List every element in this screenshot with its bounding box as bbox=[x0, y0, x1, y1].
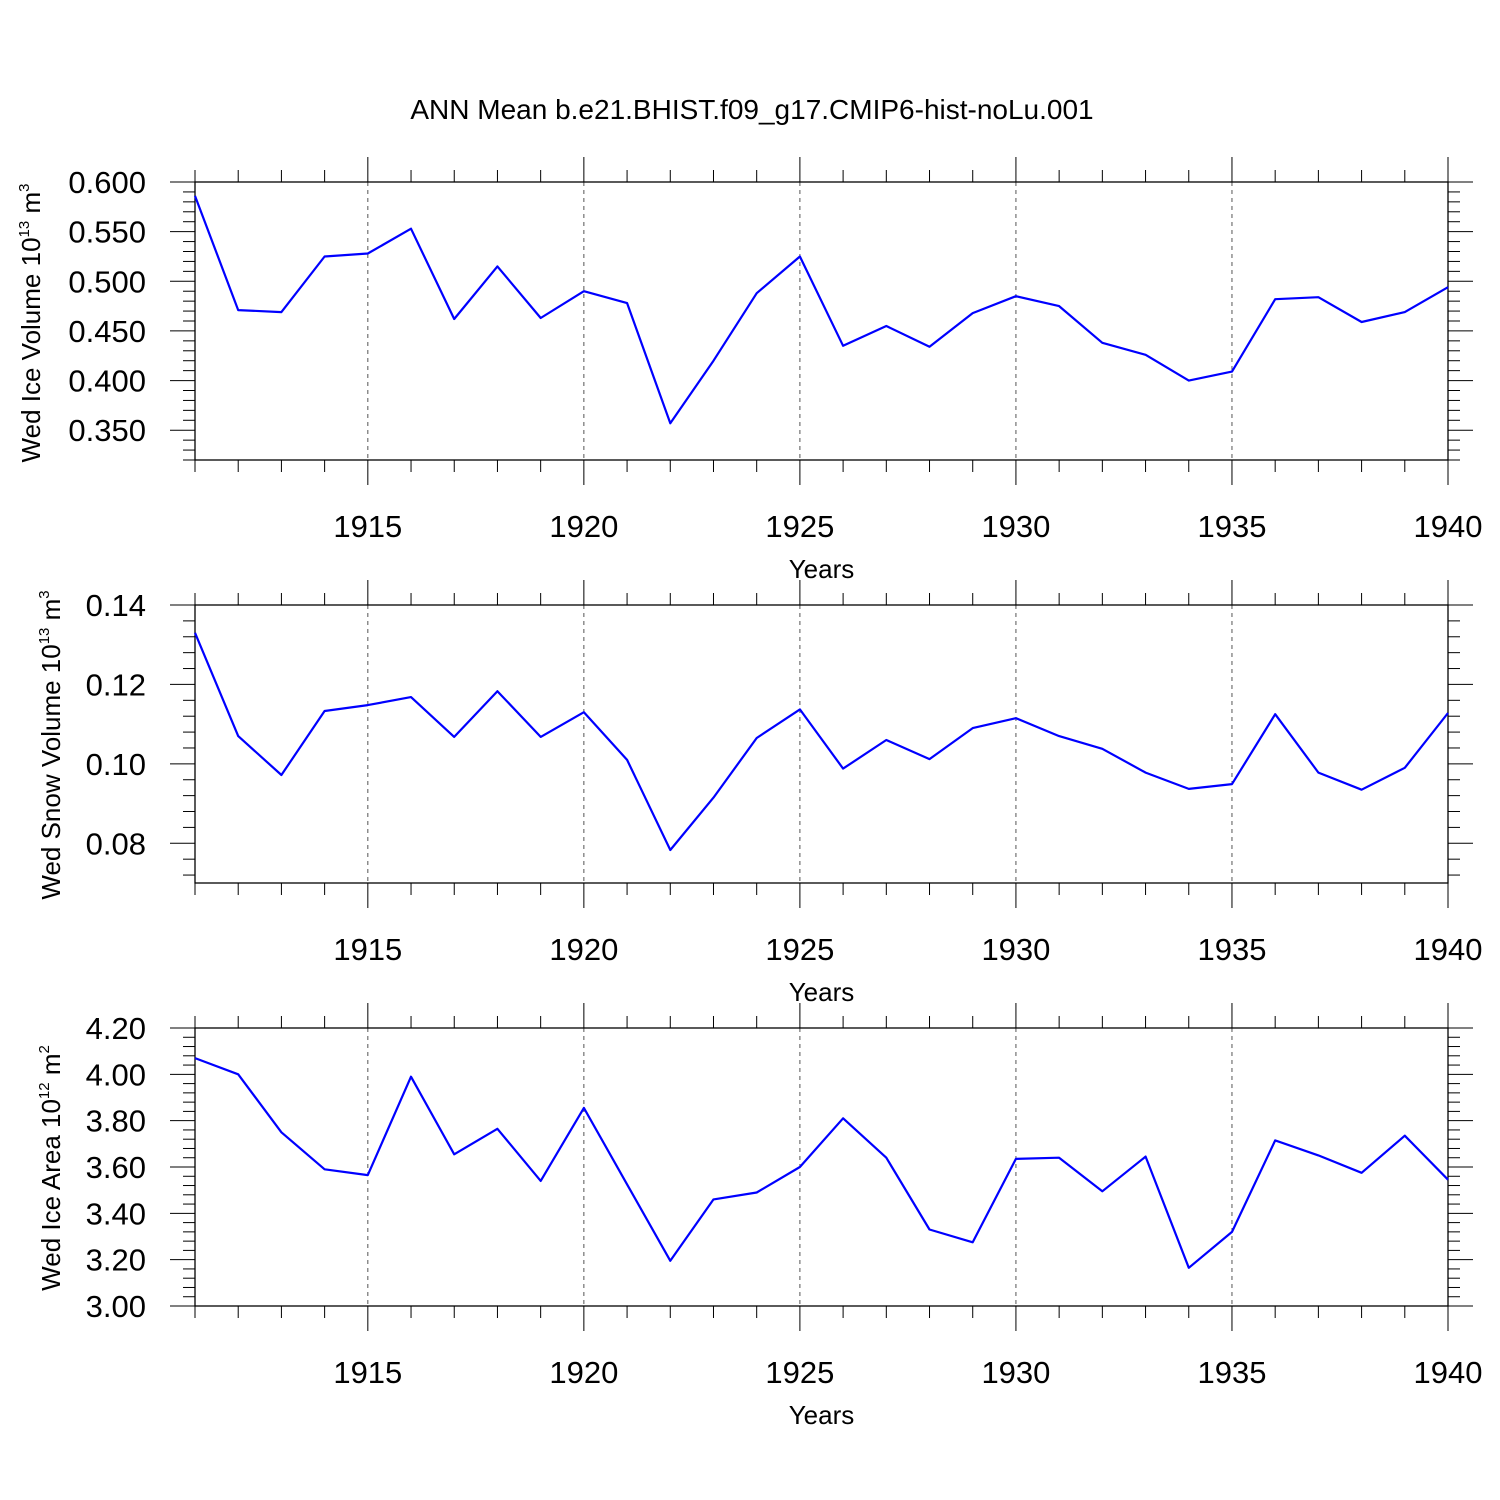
y-tick-label: 3.00 bbox=[86, 1289, 146, 1324]
y-tick-label: 0.450 bbox=[68, 314, 146, 349]
y-tick-label: 3.60 bbox=[86, 1150, 146, 1185]
x-tick-label: 1940 bbox=[1414, 509, 1483, 544]
series-line bbox=[193, 195, 1449, 425]
x-tick-label: 1935 bbox=[1197, 1355, 1266, 1390]
y-tick-label: 0.350 bbox=[68, 413, 146, 448]
y-tick-label: 0.12 bbox=[86, 667, 146, 702]
y-tick-label: 4.20 bbox=[86, 1011, 146, 1046]
x-tick-label: 1935 bbox=[1197, 509, 1266, 544]
x-tick-label: 1925 bbox=[765, 509, 834, 544]
y-axis-label: Wed Ice Area 1012 m2 bbox=[36, 1045, 66, 1291]
y-axis-label-exponent: 13 bbox=[36, 628, 53, 645]
x-tick-label: 1915 bbox=[333, 932, 402, 967]
x-tick-label: 1940 bbox=[1414, 932, 1483, 967]
y-tick-label: 0.500 bbox=[68, 264, 146, 299]
x-tick-label: 1920 bbox=[549, 1355, 618, 1390]
y-axis-label-unit-exponent: 3 bbox=[36, 590, 53, 598]
x-tick-label: 1925 bbox=[765, 1355, 834, 1390]
y-axis-label-unit-exponent: 3 bbox=[16, 184, 33, 192]
x-axis-label: Years bbox=[789, 977, 855, 1007]
x-axis-label: Years bbox=[789, 554, 855, 584]
y-tick-label: 3.20 bbox=[86, 1243, 146, 1278]
y-tick-label: 0.550 bbox=[68, 215, 146, 250]
y-axis-label-unit: m bbox=[36, 1054, 66, 1083]
x-axis-label: Years bbox=[789, 1400, 855, 1430]
y-tick-label: 0.10 bbox=[86, 747, 146, 782]
y-tick-label: 0.600 bbox=[68, 165, 146, 200]
ice-area-panel: 1915 1920 1925 1930 1935 1940 3.00 3.20 3.40 3.60… bbox=[36, 1003, 1482, 1430]
y-tick-label: 3.80 bbox=[86, 1104, 146, 1139]
y-axis-label: Wed Snow Volume 1013 m3 bbox=[36, 590, 66, 899]
x-tick-label: 1920 bbox=[549, 509, 618, 544]
y-tick-label: 3.40 bbox=[86, 1196, 146, 1231]
y-axis-label-unit: m bbox=[36, 599, 66, 628]
x-tick-label: 1940 bbox=[1414, 1355, 1483, 1390]
x-tick-label: 1930 bbox=[981, 932, 1050, 967]
y-axis-label-text: Wed Ice Volume 10 bbox=[16, 237, 46, 462]
x-tick-label: 1930 bbox=[981, 509, 1050, 544]
y-axis-label-unit: m bbox=[16, 192, 46, 221]
y-tick-label: 0.08 bbox=[86, 826, 146, 861]
y-axis-label-text: Wed Snow Volume 10 bbox=[36, 644, 66, 899]
y-axis-label-unit-exponent: 2 bbox=[36, 1045, 53, 1053]
x-tick-label: 1915 bbox=[333, 1355, 402, 1390]
x-tick-label: 1925 bbox=[765, 932, 834, 967]
y-axis-label-exponent: 12 bbox=[36, 1082, 53, 1099]
x-tick-label: 1920 bbox=[549, 932, 618, 967]
x-tick-label: 1935 bbox=[1197, 932, 1266, 967]
ice-volume-panel: 1915 1920 1925 1930 1935 1940 0.350 0.400 0.450 0… bbox=[16, 157, 1482, 584]
x-tick-label: 1915 bbox=[333, 509, 402, 544]
y-tick-label: 0.400 bbox=[68, 364, 146, 399]
plot-frame bbox=[194, 1027, 1449, 1307]
series-line bbox=[194, 1057, 1449, 1269]
y-tick-label: 0.14 bbox=[86, 588, 146, 623]
y-axis-label-text: Wed Ice Area 10 bbox=[36, 1099, 66, 1291]
x-tick-label: 1930 bbox=[981, 1355, 1050, 1390]
figure-title: ANN Mean b.e21.BHIST.f09_g17.CMIP6-hist-… bbox=[410, 94, 1093, 125]
plot-frame bbox=[194, 604, 1449, 884]
y-tick-label: 4.00 bbox=[86, 1057, 146, 1092]
y-axis-label: Wed Ice Volume 1013 m3 bbox=[16, 184, 46, 463]
y-axis-label-exponent: 13 bbox=[16, 221, 33, 238]
plot-frame bbox=[194, 181, 1449, 461]
snow-volume-panel: 1915 1920 1925 1930 1935 1940 0.08 0.10 0.12 0.14… bbox=[36, 580, 1482, 1007]
series-line bbox=[193, 632, 1449, 852]
